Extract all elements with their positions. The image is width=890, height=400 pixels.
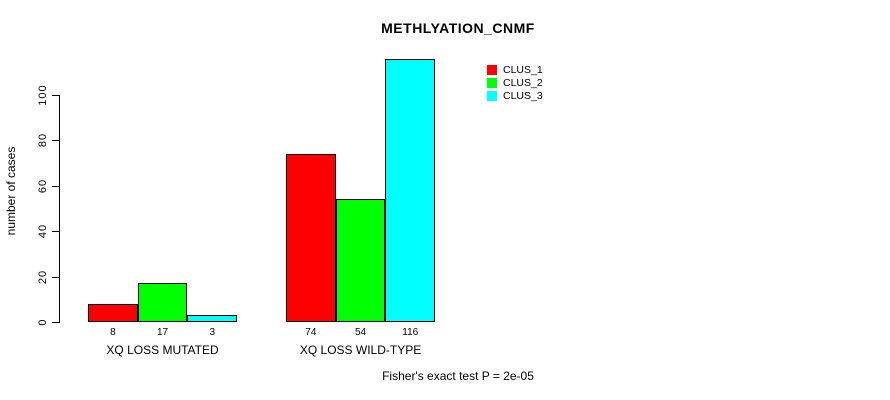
bar-value-label: 74 — [305, 327, 317, 338]
bar-value-label: 8 — [110, 327, 116, 338]
y-axis-tick — [52, 140, 59, 142]
bar-value-label: 116 — [402, 327, 419, 338]
fisher-test-annotation: Fisher's exact test P = 2e-05 — [382, 369, 534, 383]
y-axis-tick — [52, 185, 59, 187]
y-axis-tick-label: 60 — [37, 178, 49, 193]
bar-clus_3-group2 — [385, 58, 436, 322]
y-axis-tick-label: 0 — [37, 318, 49, 326]
x-category-label: XQ LOSS WILD-TYPE — [299, 343, 422, 357]
bar-clus_2-group1 — [137, 283, 188, 322]
legend-label: CLUS_3 — [503, 89, 543, 102]
chart-title: METHLYATION_CNMF — [381, 20, 535, 36]
y-axis-tick-label: 40 — [37, 224, 49, 239]
legend-swatch-clus_2 — [487, 77, 497, 88]
bar-value-label: 17 — [156, 327, 169, 338]
legend-label: CLUS_2 — [503, 76, 543, 89]
legend-swatch-clus_1 — [487, 64, 497, 75]
y-axis-tick-label: 20 — [37, 269, 49, 284]
bar-clus_1-group1 — [88, 303, 138, 322]
y-axis-tick — [52, 322, 59, 323]
bar-clus_3-group1 — [187, 315, 238, 322]
legend-label: CLUS_1 — [503, 63, 543, 76]
legend-swatch-clus_3 — [487, 90, 497, 101]
y-axis-tick — [52, 231, 59, 233]
legend-row: CLUS_3 — [487, 89, 543, 102]
y-axis-tick — [52, 276, 59, 278]
legend: CLUS_1 CLUS_2 CLUS_3 — [487, 63, 543, 102]
x-category-label: XQ LOSS MUTATED — [106, 343, 219, 357]
bar-value-label: 3 — [209, 327, 216, 338]
bar-clus_2-group2 — [335, 199, 386, 322]
y-axis-tick-label: 80 — [37, 133, 49, 148]
y-axis-tick — [52, 95, 59, 96]
bar-value-label: 54 — [354, 327, 367, 338]
y-axis-tick-label: 100 — [37, 84, 49, 106]
legend-row: CLUS_2 — [487, 76, 543, 89]
y-axis — [59, 95, 60, 323]
legend-row: CLUS_1 — [487, 63, 543, 76]
bar-clus_1-group2 — [286, 154, 336, 322]
